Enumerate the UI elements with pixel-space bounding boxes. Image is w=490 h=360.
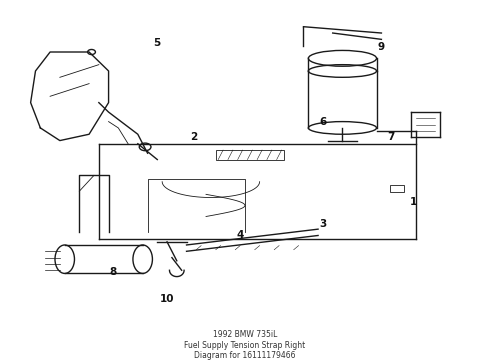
- Text: 8: 8: [110, 267, 117, 277]
- Text: 10: 10: [160, 294, 174, 304]
- Text: 6: 6: [319, 117, 326, 127]
- Text: 5: 5: [154, 37, 161, 48]
- Text: 9: 9: [378, 42, 385, 52]
- Text: 3: 3: [319, 219, 326, 229]
- Text: 4: 4: [237, 230, 244, 240]
- Text: 1: 1: [410, 197, 416, 207]
- Text: 1992 BMW 735iL
Fuel Supply Tension Strap Right
Diagram for 16111179466: 1992 BMW 735iL Fuel Supply Tension Strap…: [184, 330, 306, 360]
- Text: 7: 7: [388, 132, 395, 143]
- Text: 2: 2: [190, 132, 197, 143]
